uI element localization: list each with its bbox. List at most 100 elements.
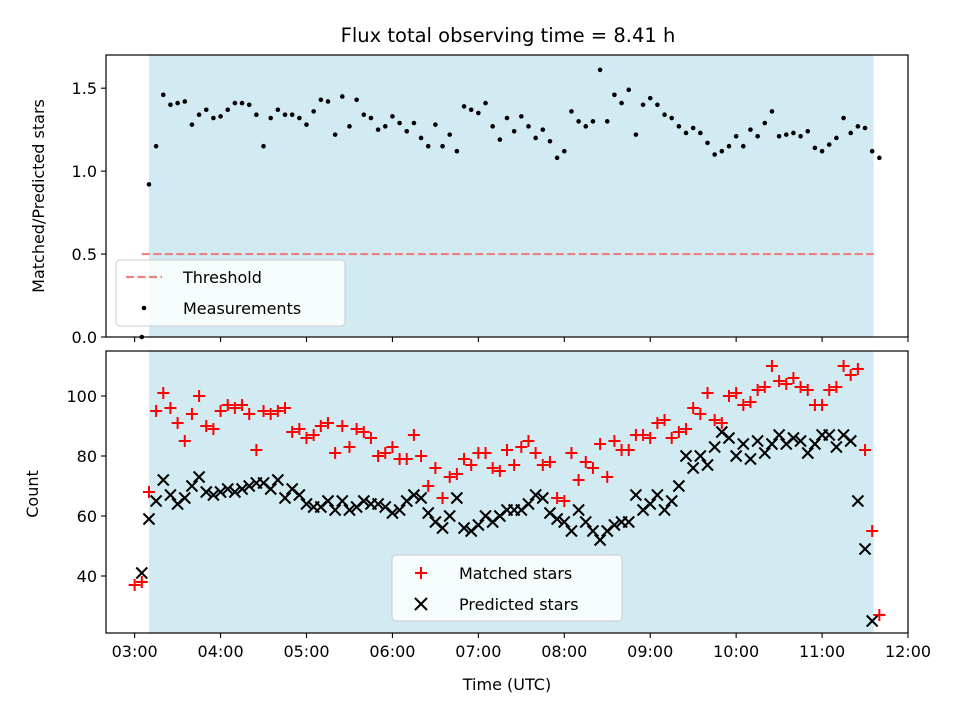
matched-star-point [171,417,184,429]
measurement-point [619,100,624,106]
x-tick-label: 07:00 [455,642,501,661]
predicted-star-point [808,437,822,451]
matched-star-point [744,396,757,408]
measurement-point [733,133,739,139]
measurement-point [146,182,152,187]
x-tick-label: 11:00 [799,642,845,661]
measurement-point [719,148,725,154]
measurement-point [261,143,266,149]
measurement-point [741,143,746,149]
matched-star-point [859,444,872,456]
measurement-point [848,130,854,136]
predicted-star-point [622,515,635,529]
top-y-tick-label: 1.0 [72,162,97,181]
matched-star-point [586,462,599,474]
x-tick-label: 05:00 [283,642,329,661]
matched-star-point [486,462,499,474]
x-axis-label: Time (UTC) [462,675,551,694]
measurement-point [368,115,374,121]
x-tick-label: 04:00 [198,642,244,661]
predicted-star-point [865,614,879,628]
measurement-point [683,130,689,136]
x-tick-label: 09:00 [627,642,673,661]
measurement-point [576,119,581,124]
measurement-point [254,112,259,118]
measurement-point [841,115,846,121]
measurement-point [519,114,524,119]
measurement-point [798,133,803,139]
measurements-legend-swatch [141,305,147,311]
measurement-point [640,102,646,108]
measurement-point [655,102,660,108]
predicted-star-point [386,506,399,520]
predicted-star-point [149,494,163,508]
matched-star-point [286,426,299,438]
chart-title: Flux total observing time = 8.41 h [341,24,676,47]
matched-star-point [543,456,556,468]
x-tick-label: 10:00 [713,642,759,661]
measurement-point [533,135,538,141]
measurement-point [497,137,503,142]
predicted-star-point [851,494,865,508]
x-tick-label: 03:00 [112,642,158,661]
matched-star-point [715,417,728,429]
matched-star-point [751,384,764,396]
measurement-point [783,132,789,137]
measurement-point [561,148,567,154]
measurement-point [375,127,381,132]
matched-star-point [522,435,535,447]
matched-star-point [794,381,807,393]
measurement-point [862,125,868,131]
matched-star-point [665,432,678,444]
matched-star-point [386,441,399,453]
matched-star-point [637,429,650,441]
predicted-star-point [550,512,564,526]
matched-star-point [701,387,714,399]
measurement-point [698,130,703,136]
matched-star-point [436,492,449,504]
measurement-point [211,115,216,121]
matched-legend-swatch [415,567,427,579]
matched-star-point [193,390,206,402]
predicted-star-point [744,452,757,466]
matched-star-point [214,405,227,417]
matched-star-point [479,447,492,459]
matched-star-point [243,408,256,420]
predicted-star-point [157,473,170,487]
matched-star-point [200,420,213,432]
predicted-star-point [393,503,406,517]
predicted-star-point [679,449,693,463]
matched-star-point [594,438,607,450]
matched-star-point [837,360,850,372]
measurement-point [275,107,281,113]
predicted-star-point [737,437,750,451]
predicted-star-point [214,485,227,499]
matched-star-point [450,468,463,480]
measurement-point [160,92,166,98]
matched-star-point [801,384,814,396]
matched-star-point [508,459,521,471]
measurement-point [361,112,367,118]
measurement-point [726,143,732,149]
predicted-star-point [536,491,550,505]
measurement-point [826,142,832,147]
matched-star-point [694,408,707,420]
matched-star-point [844,369,857,381]
matched-star-point [293,423,306,435]
measurement-point [168,102,173,108]
measurement-point [289,112,295,118]
matched-star-point [780,378,793,390]
measurement-point [175,100,180,106]
top-legend: Threshold Measurements [115,259,346,327]
predicted-star-point [414,491,428,505]
predicted-star-point [422,506,435,520]
predicted-star-point [651,488,664,502]
measurement-point [354,97,359,103]
predicted-star-point [221,482,234,496]
matched-star-point [142,486,155,498]
matched-star-point [823,384,836,396]
predicted-star-point [801,446,814,460]
measurement-point [712,152,717,157]
measurement-point [626,87,632,93]
matched-star-point [851,363,864,375]
